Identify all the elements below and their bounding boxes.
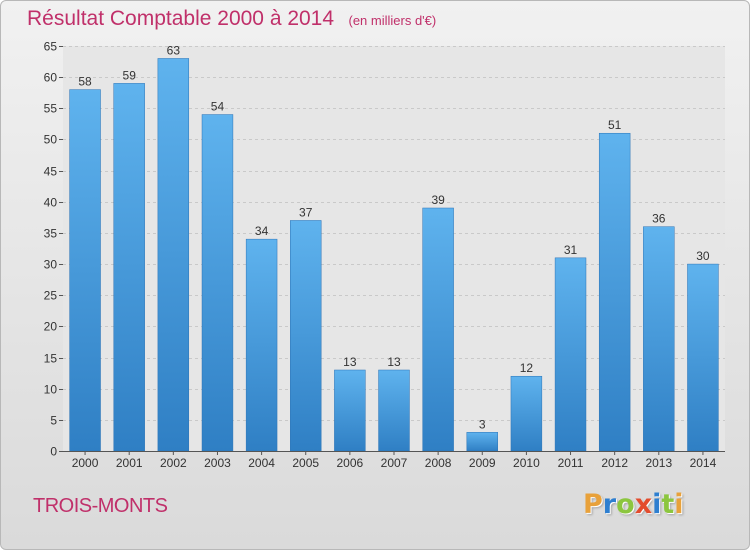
bar	[201, 114, 234, 452]
bar	[554, 257, 587, 452]
commune-name: TROIS-MONTS	[33, 495, 168, 517]
bar	[466, 432, 498, 452]
bar-value-label: 37	[299, 205, 313, 219]
chart-title: Résultat Comptable 2000 à 2014	[27, 7, 335, 30]
bar-value-label: 13	[387, 355, 401, 369]
logo-letter: x	[634, 489, 653, 520]
y-tick-label: 65	[44, 40, 58, 54]
bar-value-label: 12	[520, 361, 534, 375]
bar-value-label: 30	[696, 249, 710, 263]
bar-value-label: 63	[167, 43, 181, 57]
x-tick-label: 2014	[690, 456, 717, 470]
y-tick-label: 20	[44, 320, 58, 334]
bars: 58 59 63 54 34 37 13 13 39 3 12 31 51 36 30	[69, 43, 719, 452]
x-tick-label: 2011	[558, 456, 584, 470]
x-tick-label: 2012	[601, 456, 628, 470]
bar	[643, 226, 675, 452]
bar-value-label: 39	[431, 193, 445, 207]
x-tick-label: 2001	[116, 456, 143, 470]
bar-value-label: 59	[123, 68, 137, 82]
bar-value-label: 36	[652, 212, 666, 226]
bar-value-label: 31	[564, 243, 578, 257]
y-axis-ticks: 0 5 10 15 20 25 30 35 40 45 50 55 60 65	[44, 40, 63, 459]
bar-value-label: 34	[255, 224, 269, 238]
y-tick-label: 5	[50, 414, 57, 428]
x-axis-ticks: 2000 2001 2002 2003 2004 2005 2006 2007 2008 2009…	[72, 451, 717, 470]
bar	[157, 58, 190, 452]
y-tick-label: 25	[44, 289, 58, 303]
bar	[69, 89, 101, 452]
y-tick-label: 35	[44, 227, 58, 241]
y-tick-label: 0	[50, 445, 57, 459]
bar-value-label: 51	[608, 118, 622, 132]
bar-value-label: 13	[343, 355, 357, 369]
bar	[510, 375, 543, 452]
proxiti-logo: Proxiti	[583, 489, 684, 520]
chart-subtitle: (en milliers d'€)	[348, 13, 437, 28]
bar	[378, 369, 410, 452]
y-tick-label: 15	[44, 352, 58, 366]
y-tick-label: 55	[44, 102, 58, 116]
y-tick-label: 30	[44, 258, 58, 272]
x-tick-label: 2010	[513, 456, 540, 470]
bar	[113, 83, 145, 452]
y-tick-label: 50	[44, 133, 58, 147]
bar-value-label: 3	[479, 417, 486, 431]
x-tick-label: 2002	[160, 456, 187, 470]
logo-letter: i	[652, 489, 662, 520]
x-tick-label: 2009	[469, 456, 496, 470]
bar	[422, 207, 454, 452]
bar-value-label: 54	[211, 100, 225, 114]
x-tick-label: 2005	[292, 456, 319, 470]
bar-value-label: 58	[78, 75, 92, 89]
logo-letter: o	[616, 489, 635, 520]
logo-letter: P	[583, 489, 603, 520]
x-tick-label: 2013	[645, 456, 672, 470]
logo-letter: r	[602, 489, 617, 520]
bar	[290, 220, 322, 452]
bar	[687, 263, 719, 452]
x-tick-label: 2008	[425, 456, 452, 470]
x-tick-label: 2007	[381, 456, 408, 470]
x-tick-label: 2006	[337, 456, 364, 470]
y-tick-label: 10	[44, 383, 58, 397]
x-tick-label: 2003	[204, 456, 231, 470]
bar	[245, 238, 278, 452]
logo-letter: i	[674, 489, 684, 520]
bar	[334, 369, 366, 452]
x-tick-label: 2004	[248, 456, 275, 470]
y-tick-label: 40	[44, 196, 58, 210]
x-tick-label: 2000	[72, 456, 99, 470]
y-tick-label: 45	[44, 165, 58, 179]
logo-letter: t	[661, 489, 675, 520]
bar	[598, 132, 631, 452]
y-tick-label: 60	[44, 71, 58, 85]
chart-title-row: Résultat Comptable 2000 à 2014 (en milli…	[27, 7, 436, 31]
